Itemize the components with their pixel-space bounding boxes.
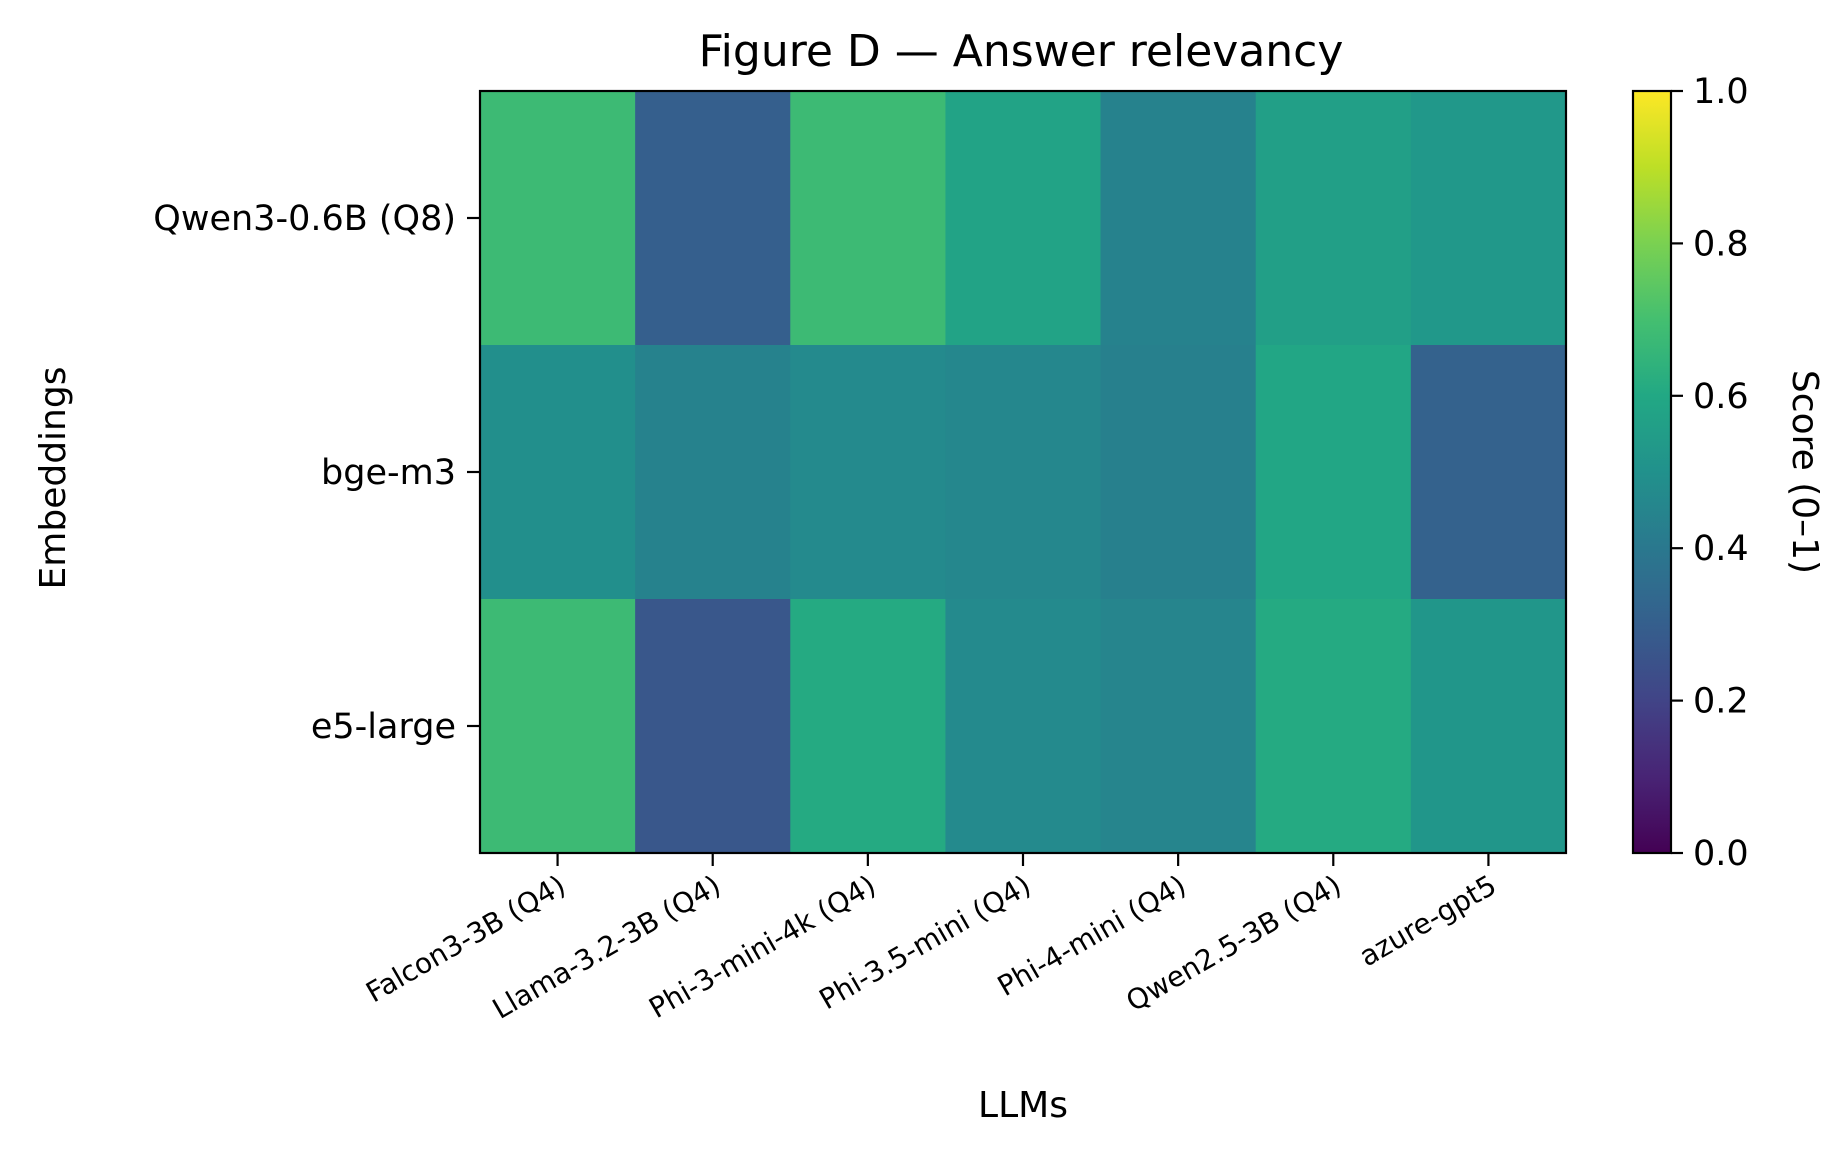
heatmap-cell bbox=[1410, 345, 1567, 600]
heatmap-cell bbox=[1410, 599, 1567, 854]
colorbar-tick-label: 1.0 bbox=[1693, 72, 1749, 112]
heatmap-cell bbox=[945, 599, 1102, 854]
colorbar-tick-label: 0.2 bbox=[1693, 682, 1749, 722]
heatmap-cell bbox=[635, 599, 791, 854]
heatmap-cell bbox=[1410, 91, 1567, 346]
heatmap-cell bbox=[635, 345, 791, 600]
x-tick-label: azure-gpt5 bbox=[1354, 868, 1502, 973]
x-axis-label: LLMs bbox=[978, 1085, 1068, 1126]
heatmap-cell bbox=[1100, 91, 1257, 346]
heatmap-cell bbox=[790, 345, 947, 600]
heatmap-cell bbox=[1100, 345, 1257, 600]
heatmap-cell bbox=[790, 599, 947, 854]
heatmap-cell bbox=[1255, 91, 1412, 346]
y-axis-label: Embeddings bbox=[33, 367, 74, 590]
y-tick-label: bge-m3 bbox=[321, 453, 456, 493]
chart-title: Figure D — Answer relevancy bbox=[699, 26, 1344, 77]
colorbar-tick-label: 0.4 bbox=[1693, 529, 1749, 569]
y-tick-label: e5-large bbox=[311, 707, 456, 747]
colorbar-tick-label: 0.0 bbox=[1693, 834, 1749, 874]
y-axis-ticks: Qwen3-0.6B (Q8) bge-m3 e5-large bbox=[153, 199, 480, 747]
colorbar-tick-label: 0.6 bbox=[1693, 377, 1749, 417]
x-axis-ticks: Falcon3-3B (Q4)Llama-3.2-3B (Q4)Phi-3-mi… bbox=[360, 853, 1502, 1026]
colorbar-ticks: 0.0 0.2 0.4 0.6 0.8 1.0 bbox=[1671, 72, 1749, 874]
heatmap-cell bbox=[945, 91, 1102, 346]
colorbar-tick-label: 0.8 bbox=[1693, 224, 1749, 264]
y-tick-label: Qwen3-0.6B (Q8) bbox=[153, 199, 456, 239]
heatmap-cell bbox=[480, 345, 636, 600]
heatmap-cell bbox=[635, 91, 791, 346]
heatmap-cell bbox=[480, 91, 636, 346]
heatmap-cell bbox=[1255, 599, 1412, 854]
heatmap-cell bbox=[790, 91, 947, 346]
colorbar bbox=[1631, 89, 1673, 855]
colorbar-label: Score (0–1) bbox=[1784, 370, 1825, 574]
heatmap-cell bbox=[1255, 345, 1412, 600]
heatmap-cell bbox=[480, 599, 636, 854]
heatmap-cells bbox=[480, 91, 1567, 854]
heatmap-cell bbox=[945, 345, 1102, 600]
heatmap-cell bbox=[1100, 599, 1257, 854]
